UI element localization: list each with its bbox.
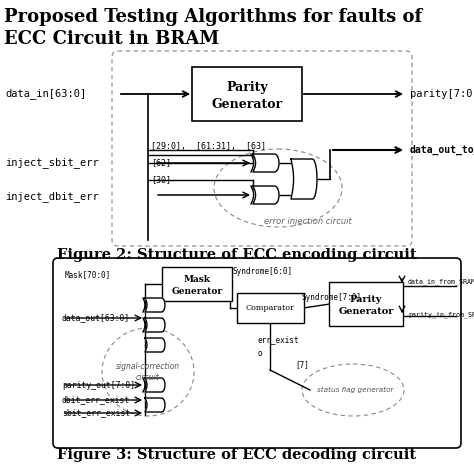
Polygon shape <box>145 378 165 392</box>
FancyBboxPatch shape <box>329 282 403 326</box>
Polygon shape <box>291 159 317 199</box>
Text: parity_in_from_SRAM[7:0]: parity_in_from_SRAM[7:0] <box>408 312 474 319</box>
Text: o: o <box>258 348 263 357</box>
Text: data_out[63:0]: data_out[63:0] <box>62 313 130 322</box>
Text: data_in[63:0]: data_in[63:0] <box>5 89 86 100</box>
Polygon shape <box>145 398 165 412</box>
FancyBboxPatch shape <box>112 51 412 246</box>
Text: [7]: [7] <box>295 361 309 370</box>
Text: Generator: Generator <box>211 98 283 110</box>
Text: error injection circuit: error injection circuit <box>264 218 352 227</box>
Text: sbit_err_exist: sbit_err_exist <box>62 408 130 418</box>
Text: inject_dbit_err: inject_dbit_err <box>5 192 99 202</box>
Text: parity[7:0]: parity[7:0] <box>410 89 474 99</box>
Text: inject_sbit_err: inject_sbit_err <box>5 158 99 169</box>
Text: parity_out[7:0]: parity_out[7:0] <box>62 380 135 389</box>
Text: Mask[70:0]: Mask[70:0] <box>65 270 111 279</box>
Polygon shape <box>253 154 279 172</box>
Text: Proposed Testing Algorithms for faults of: Proposed Testing Algorithms for faults o… <box>4 8 422 26</box>
Polygon shape <box>253 186 279 204</box>
Text: Parity: Parity <box>226 82 268 94</box>
Text: ECC Circuit in BRAM: ECC Circuit in BRAM <box>4 30 219 48</box>
Text: Comparator: Comparator <box>246 304 294 312</box>
Text: Figure 3: Structure of ECC decoding circuit: Figure 3: Structure of ECC decoding circ… <box>57 448 417 462</box>
FancyBboxPatch shape <box>192 67 302 121</box>
FancyBboxPatch shape <box>162 267 232 301</box>
Text: Generator: Generator <box>338 306 394 315</box>
Text: [29:0],  [61:31],  [63]: [29:0], [61:31], [63] <box>151 143 266 152</box>
Text: Parity: Parity <box>350 295 382 303</box>
Polygon shape <box>145 298 165 312</box>
Polygon shape <box>145 338 165 352</box>
FancyBboxPatch shape <box>53 258 461 448</box>
Text: [30]: [30] <box>151 176 171 185</box>
Text: Syndrome[6:0]: Syndrome[6:0] <box>233 267 293 276</box>
Text: err_exist: err_exist <box>258 336 300 345</box>
Text: status flag generator: status flag generator <box>317 387 393 393</box>
Text: data_in_from_SRAM[63:0]: data_in_from_SRAM[63:0] <box>408 278 474 286</box>
Text: Mask: Mask <box>183 276 210 285</box>
Polygon shape <box>145 318 165 332</box>
Text: signal-correction
circuit: signal-correction circuit <box>116 362 180 382</box>
Text: Figure 2: Structure of ECC encoding circuit: Figure 2: Structure of ECC encoding circ… <box>57 248 417 262</box>
Text: dbit_err_exist: dbit_err_exist <box>62 396 130 405</box>
Text: Syndrome[7:0]: Syndrome[7:0] <box>302 294 362 303</box>
Text: [62]: [62] <box>151 159 171 168</box>
FancyBboxPatch shape <box>237 293 304 323</box>
Text: data_out_to_SRAM[63:0]: data_out_to_SRAM[63:0] <box>410 145 474 155</box>
Text: Generator: Generator <box>172 287 223 295</box>
